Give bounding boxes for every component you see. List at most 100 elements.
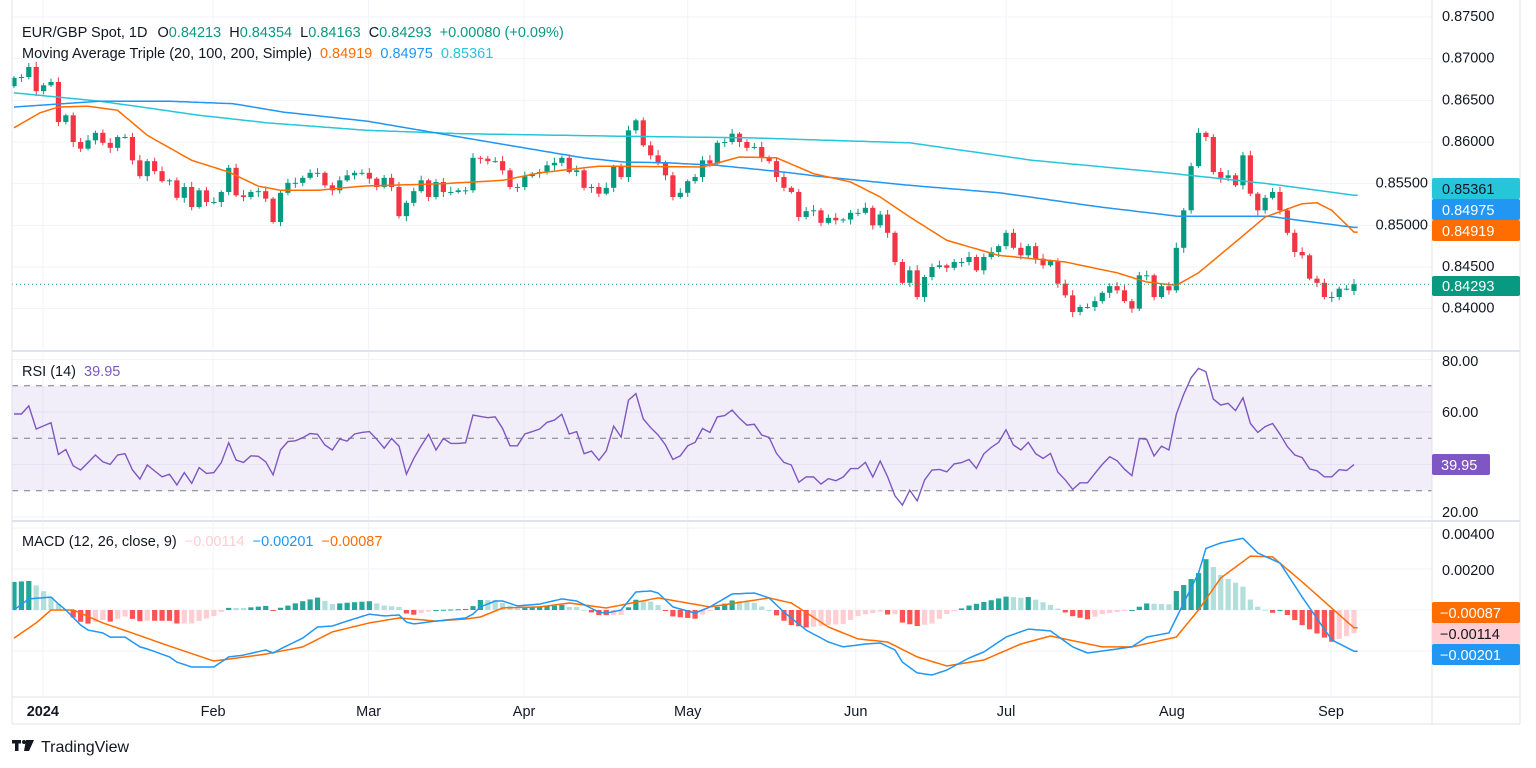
candle[interactable] xyxy=(1314,275,1320,287)
candle[interactable] xyxy=(1092,296,1098,312)
candle[interactable] xyxy=(1055,258,1061,288)
candle[interactable] xyxy=(981,253,987,275)
candle[interactable] xyxy=(781,172,787,192)
candle[interactable] xyxy=(751,142,757,150)
tradingview-logo[interactable]: TradingView xyxy=(12,739,129,756)
candle[interactable] xyxy=(477,156,484,164)
candle[interactable] xyxy=(388,173,395,192)
candle[interactable] xyxy=(248,189,254,200)
candle[interactable] xyxy=(685,179,691,197)
candle[interactable] xyxy=(847,209,854,225)
candle[interactable] xyxy=(1277,186,1283,215)
candle[interactable] xyxy=(603,182,609,196)
candle[interactable] xyxy=(381,174,387,189)
candle[interactable] xyxy=(929,263,935,281)
candle[interactable] xyxy=(92,130,99,145)
candle[interactable] xyxy=(699,156,706,182)
candle[interactable] xyxy=(744,139,750,152)
candle[interactable] xyxy=(300,175,306,187)
candle[interactable] xyxy=(788,186,794,194)
candle[interactable] xyxy=(152,157,158,175)
candle[interactable] xyxy=(181,182,187,203)
candle[interactable] xyxy=(951,259,957,271)
candle[interactable] xyxy=(48,78,54,87)
candle[interactable] xyxy=(1262,194,1268,214)
candle[interactable] xyxy=(85,135,91,151)
candle[interactable] xyxy=(374,176,380,191)
candle[interactable] xyxy=(433,179,439,200)
candle[interactable] xyxy=(1284,208,1290,236)
candle[interactable] xyxy=(1306,253,1313,281)
candle[interactable] xyxy=(270,196,276,224)
candle[interactable] xyxy=(255,187,261,197)
candle[interactable] xyxy=(411,187,417,207)
candle[interactable] xyxy=(55,77,62,127)
candle[interactable] xyxy=(307,169,313,180)
candle[interactable] xyxy=(1099,291,1105,304)
candle[interactable] xyxy=(1077,304,1083,316)
rsi-legend[interactable]: RSI (14) 39.95 xyxy=(22,364,120,380)
candle[interactable] xyxy=(78,137,84,152)
candle[interactable] xyxy=(1129,298,1135,313)
candle[interactable] xyxy=(115,135,121,152)
price-axis[interactable]: 0.87500 0.87000 0.86500 0.86000 0.85500 0.850… xyxy=(1376,9,1495,317)
candle[interactable] xyxy=(440,177,446,197)
candle[interactable] xyxy=(559,155,565,167)
candle[interactable] xyxy=(862,202,868,215)
candle[interactable] xyxy=(63,113,69,125)
candle[interactable] xyxy=(263,186,269,202)
candle[interactable] xyxy=(403,200,409,222)
candle[interactable] xyxy=(26,62,32,80)
candle[interactable] xyxy=(1084,303,1091,309)
candle[interactable] xyxy=(292,177,298,188)
candle[interactable] xyxy=(1003,229,1009,250)
candle[interactable] xyxy=(1299,247,1305,259)
candle[interactable] xyxy=(455,188,461,194)
candle[interactable] xyxy=(1033,242,1039,264)
rsi-polyline[interactable] xyxy=(14,367,1355,507)
ma-legend[interactable]: Moving Average Triple (20, 100, 200, Sim… xyxy=(22,46,493,62)
candle[interactable] xyxy=(1188,162,1194,214)
candle[interactable] xyxy=(1040,254,1046,269)
candle[interactable] xyxy=(492,157,498,163)
candle[interactable] xyxy=(425,178,432,202)
candle[interactable] xyxy=(722,138,728,147)
candle[interactable] xyxy=(500,155,506,175)
candle[interactable] xyxy=(314,168,321,177)
candle[interactable] xyxy=(855,208,861,217)
candle[interactable] xyxy=(633,118,639,134)
candle[interactable] xyxy=(396,181,402,219)
candle[interactable] xyxy=(1336,286,1342,301)
candle[interactable] xyxy=(773,157,780,182)
candle[interactable] xyxy=(522,171,528,191)
candle[interactable] xyxy=(344,170,350,182)
candle[interactable] xyxy=(470,153,476,193)
candle[interactable] xyxy=(714,140,720,166)
candle[interactable] xyxy=(944,263,950,272)
candle[interactable] xyxy=(1218,167,1224,183)
macd-lines[interactable] xyxy=(13,537,1358,676)
candle[interactable] xyxy=(973,254,980,272)
ma20-line[interactable] xyxy=(13,105,1358,287)
candle[interactable] xyxy=(611,164,617,192)
candle[interactable] xyxy=(914,265,920,300)
candle[interactable] xyxy=(959,257,965,267)
candle[interactable] xyxy=(892,231,898,266)
candle[interactable] xyxy=(240,190,247,202)
candle[interactable] xyxy=(692,174,698,184)
candle[interactable] xyxy=(870,205,876,230)
candle[interactable] xyxy=(818,208,824,227)
candle[interactable] xyxy=(41,83,47,95)
candle[interactable] xyxy=(1121,285,1128,303)
candle[interactable] xyxy=(100,129,106,146)
candle[interactable] xyxy=(70,112,76,147)
candle[interactable] xyxy=(907,266,913,287)
candle[interactable] xyxy=(33,61,39,97)
candle[interactable] xyxy=(884,209,891,238)
candle[interactable] xyxy=(1018,242,1024,260)
candle[interactable] xyxy=(803,207,809,220)
candle[interactable] xyxy=(137,155,143,179)
candle[interactable] xyxy=(196,188,202,209)
candle[interactable] xyxy=(1107,283,1113,298)
candle[interactable] xyxy=(1269,187,1276,200)
